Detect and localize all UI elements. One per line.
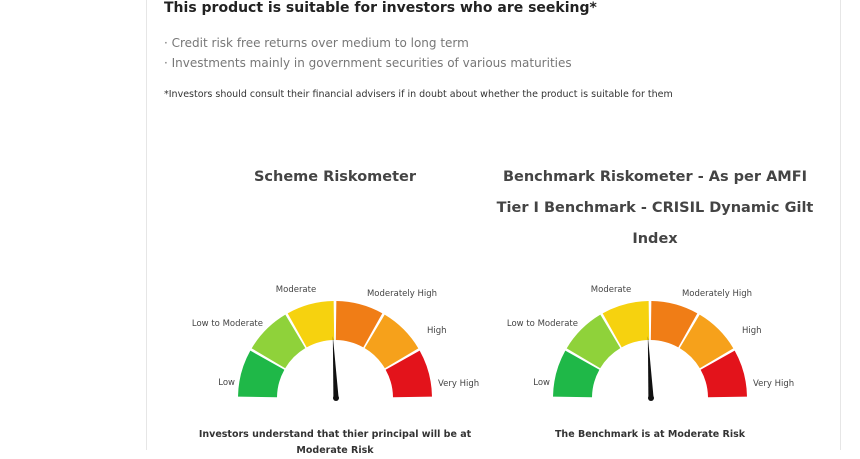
benchmark-riskometer-caption: The Benchmark is at Moderate Risk: [554, 429, 746, 440]
advisor-note: *Investors should consult their financia…: [164, 89, 673, 100]
scheme-gauge-needle: [332, 336, 339, 399]
scheme-gauge-segment-1: [238, 350, 285, 398]
benchmark-riskometer-gauge: Low Low to Moderate Moderate Moderately Hig…: [507, 285, 794, 401]
suitability-bullet-1: · Credit risk free returns over medium t…: [164, 36, 469, 50]
benchmark-gauge-label-5: High: [742, 326, 762, 336]
scheme-gauge-segment-3: [287, 301, 335, 348]
benchmark-gauge-segment-6: [700, 350, 747, 398]
scheme-gauge-label-1: Low: [218, 378, 235, 388]
scheme-gauge-label-5: High: [427, 326, 447, 336]
benchmark-riskometer-title: Benchmark Riskometer - As per AMFI Tier …: [496, 169, 814, 247]
benchmark-gauge-label-4: Moderately High: [682, 289, 752, 299]
benchmark-gauge-segment-1: [553, 350, 600, 398]
benchmark-gauge-label-6: Very High: [753, 379, 794, 389]
benchmark-gauge-label-1: Low: [533, 378, 550, 388]
scheme-gauge-segment-6: [385, 350, 432, 398]
scheme-riskometer-gauge: Low Low to Moderate Moderate Moderately Hig…: [192, 285, 479, 401]
scheme-gauge-label-3: Moderate: [276, 285, 316, 295]
scheme-riskometer-title: Scheme Riskometer: [253, 169, 417, 185]
benchmark-gauge-segment-3: [602, 301, 650, 348]
benchmark-gauge-needle-hub: [648, 395, 654, 401]
scheme-gauge-label-2: Low to Moderate: [192, 319, 263, 329]
scheme-gauge-segment-5: [364, 314, 419, 369]
benchmark-gauge-segment-2: [566, 314, 621, 369]
benchmark-gauge-label-2: Low to Moderate: [507, 319, 578, 329]
scheme-gauge-needle-hub: [333, 395, 339, 401]
benchmark-gauge-segment-4: [650, 301, 698, 348]
scheme-gauge-label-4: Moderately High: [367, 289, 437, 299]
suitability-heading: This product is suitable for investors w…: [164, 0, 597, 16]
benchmark-gauge-needle: [647, 336, 654, 399]
suitability-bullet-2: · Investments mainly in government secur…: [164, 56, 572, 70]
scheme-riskometer-caption: Investors understand that thier principa…: [198, 429, 472, 456]
scheme-gauge-segment-2: [251, 314, 306, 369]
scheme-gauge-segment-4: [335, 301, 383, 348]
scheme-gauge-label-6: Very High: [438, 379, 479, 389]
benchmark-gauge-label-3: Moderate: [591, 285, 631, 295]
benchmark-gauge-segment-5: [679, 314, 734, 369]
